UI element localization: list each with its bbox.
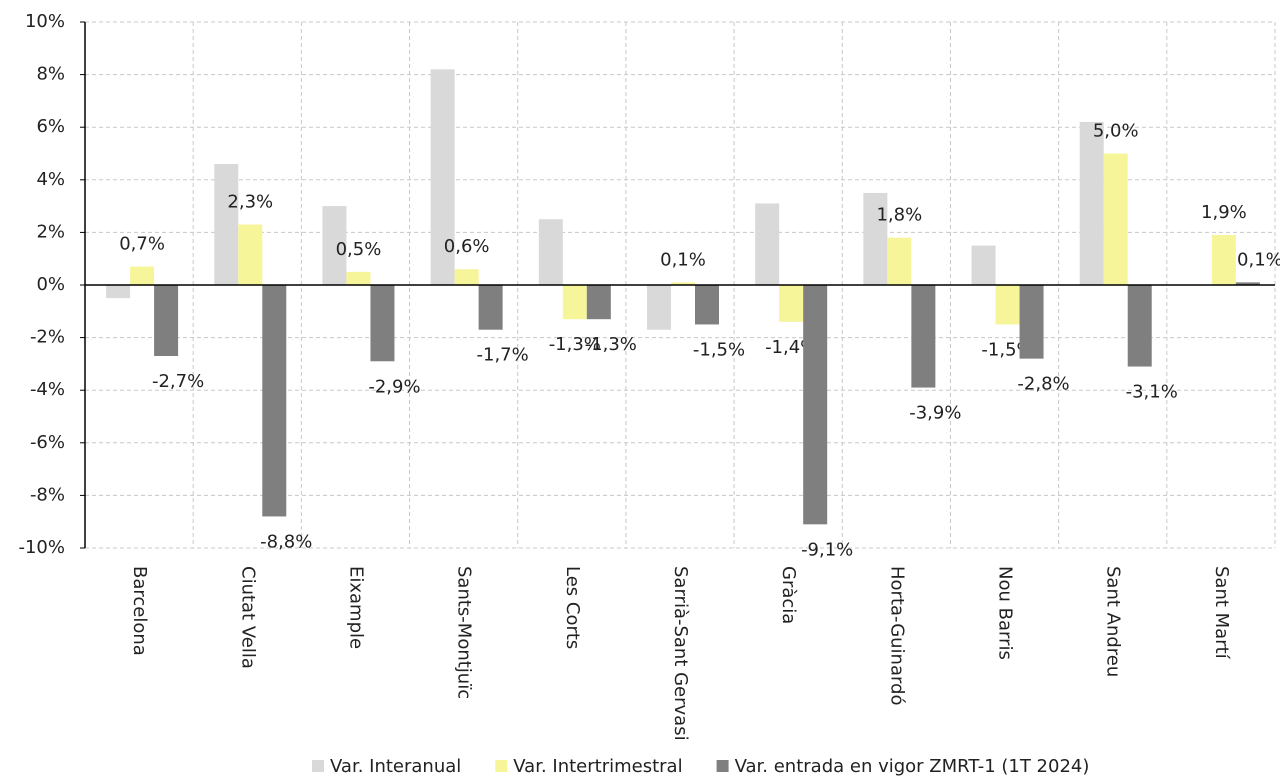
bar [454,269,479,285]
bar [755,203,780,285]
data-label: 0,7% [119,234,165,255]
bar [1127,285,1152,367]
x-tick-label: Sant Martí [1211,566,1232,660]
x-tick-label: Barcelona [129,566,150,656]
bar [106,285,131,299]
data-label: 0,1% [1237,249,1280,270]
bar [671,282,695,285]
y-tick-label: 6% [36,116,65,137]
x-tick-label: Ciutat Vella [237,566,258,669]
x-tick-label: Eixample [345,566,366,649]
x-tick-label: Horta-Guinardó [886,566,907,706]
y-tick-label: 10% [25,11,65,32]
data-label: -2,9% [368,376,420,397]
bar [430,69,455,285]
legend-label: Var. Interanual [330,756,461,777]
y-tick-label: 4% [36,169,65,190]
legend-swatch [495,760,508,772]
bar [887,237,912,285]
x-tick-label: Les Corts [562,566,583,649]
data-label: -1,7% [477,345,529,366]
data-label: -3,1% [1126,382,1178,403]
bar [214,164,239,285]
x-tick-label: Gràcia [778,566,799,624]
data-label: 0,5% [336,239,382,260]
bar [1103,153,1128,285]
bar [154,285,179,357]
bar [995,285,1020,325]
legend-swatch [716,760,729,772]
legend-label: Var. Intertrimestral [513,756,682,777]
bar [1211,235,1236,285]
y-tick-label: -10% [18,537,65,558]
x-tick-label: Nou Barris [995,566,1016,660]
bar [478,285,503,330]
data-label: -2,7% [152,371,204,392]
bar [346,271,371,285]
bar [1235,282,1260,285]
bar [779,285,804,322]
data-label: 1,8% [876,205,922,226]
x-tick-label: Sant Andreu [1103,566,1124,677]
data-label: -8,8% [260,531,312,552]
y-tick-label: -6% [30,432,65,453]
data-label: 2,3% [227,192,273,213]
bar [130,266,155,285]
legend-swatch [312,760,324,772]
x-tick-label: Sarrià-Sant Gervasi [670,566,691,741]
data-label: -1,3% [585,334,637,355]
bar [647,285,671,330]
bar [586,285,611,320]
bar [538,219,563,285]
data-label: -1,3% [549,334,601,355]
x-tick-label: Sants-Montjuïc [454,566,475,699]
data-label: -1,5% [693,339,745,360]
bar [238,224,263,285]
data-label: 1,9% [1201,202,1247,223]
y-tick-label: -2% [30,327,65,348]
bar [1019,285,1044,359]
y-tick-label: 2% [36,221,65,242]
data-label: 5,0% [1093,121,1139,142]
data-label: -3,9% [909,403,961,424]
legend-label: Var. entrada en vigor ZMRT-1 (1T 2024) [735,756,1090,777]
bar [971,245,996,285]
bar [562,285,587,320]
y-tick-label: -8% [30,484,65,505]
data-label: 0,6% [444,236,490,257]
data-label: 0,1% [660,249,706,270]
bar [695,285,719,325]
bar [1079,121,1104,285]
bar [262,285,287,517]
data-label: -2,8% [1017,374,1069,395]
bar [911,285,936,388]
bar [803,285,828,525]
bar [322,206,347,285]
y-tick-label: 0% [36,274,65,295]
bar [863,192,888,285]
y-tick-label: 8% [36,64,65,85]
data-label: -9,1% [801,539,853,560]
y-tick-label: -4% [30,379,65,400]
bar [370,285,395,362]
